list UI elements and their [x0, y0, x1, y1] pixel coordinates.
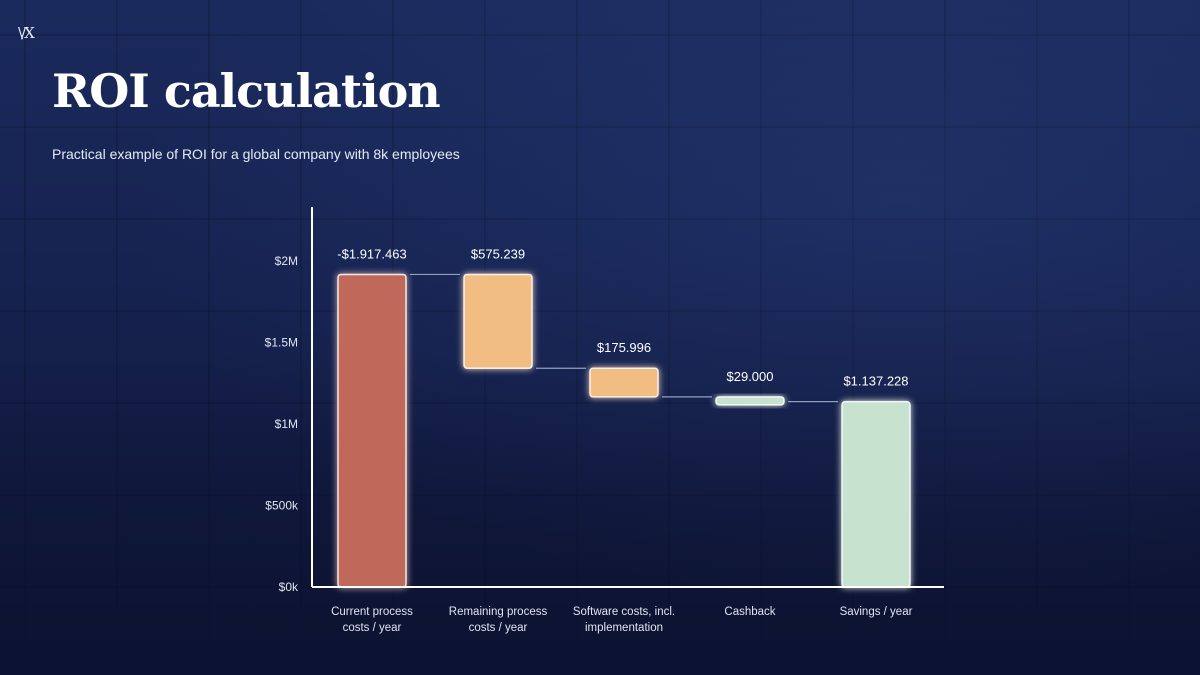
y-tick-label: $1.5M	[265, 336, 298, 350]
bar-value-label: $175.996	[597, 340, 651, 355]
bar-value-label: $575.239	[471, 246, 525, 261]
bar-value-label: $29.000	[727, 369, 774, 384]
x-category-label: implementation	[585, 622, 663, 634]
y-tick-label: $2M	[275, 254, 298, 268]
x-category-label: Software costs, incl.	[573, 606, 675, 618]
y-tick-label: $500k	[265, 499, 299, 513]
bar-value-label: -$1.917.463	[337, 246, 406, 261]
bar-value-label: $1.137.228	[843, 374, 908, 389]
x-category-label: Current process	[331, 606, 413, 618]
x-category-label: costs / year	[469, 622, 528, 634]
waterfall-bar	[841, 400, 911, 588]
x-category-label: costs / year	[343, 622, 402, 634]
x-category-label: Cashback	[724, 606, 775, 618]
x-category-label: Remaining process	[449, 606, 548, 618]
waterfall-bar	[337, 273, 407, 588]
y-tick-label: $0k	[279, 580, 299, 594]
waterfall-bar	[463, 273, 533, 369]
waterfall-bar	[715, 396, 785, 406]
y-tick-label: $1M	[275, 417, 298, 431]
brand-logo: \/X	[18, 24, 35, 42]
waterfall-bar	[589, 367, 659, 398]
page-title: ROI calculation	[52, 64, 441, 118]
page-subtitle: Practical example of ROI for a global co…	[52, 146, 460, 162]
x-category-label: Savings / year	[840, 606, 913, 618]
